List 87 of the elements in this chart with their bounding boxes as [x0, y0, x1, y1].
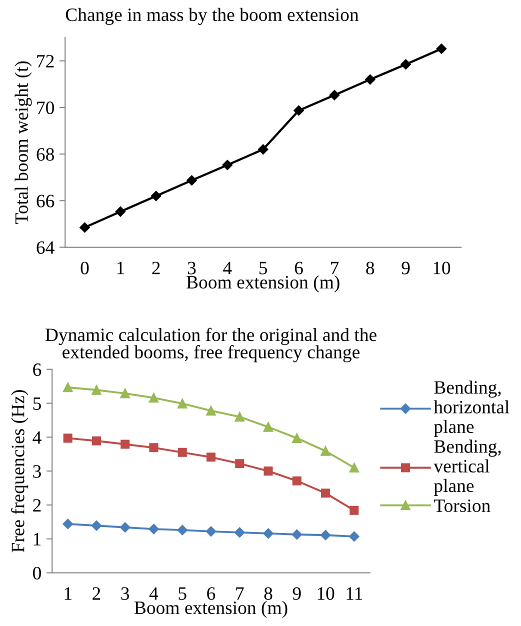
point [400, 59, 411, 70]
y-axis-title: Total boom weight (t) [14, 61, 32, 224]
x-axis-title: Boom extension (m) [186, 275, 340, 292]
point [178, 448, 187, 457]
point [186, 175, 197, 186]
point [148, 524, 159, 534]
point [350, 506, 359, 515]
point [92, 436, 101, 446]
point [80, 222, 90, 233]
point [264, 466, 273, 476]
y-tick-label: 6 [33, 363, 42, 376]
point [365, 74, 376, 85]
point [349, 531, 360, 542]
x-tick-label: 8 [366, 262, 374, 274]
x-tick-label: 2 [152, 262, 160, 274]
point [149, 443, 158, 452]
y-tick-label: 70 [37, 102, 54, 114]
point [120, 388, 130, 398]
point [206, 452, 216, 462]
point [206, 406, 216, 416]
x-tick-label: 6 [207, 587, 216, 600]
chart-title: Change in mass by the boom extension [66, 8, 359, 25]
point [235, 459, 244, 468]
point [148, 392, 159, 403]
x-tick-label: 3 [121, 587, 130, 600]
x-tick-label: 4 [223, 262, 232, 274]
y-axis-title: Free frequencies (Hz) [10, 390, 28, 552]
point [329, 90, 340, 100]
x-tick-label: 7 [236, 587, 244, 600]
x-tick-label: 10 [318, 587, 334, 600]
x-tick-label: 1 [64, 587, 72, 600]
point [294, 105, 304, 116]
point [63, 434, 72, 443]
point [263, 528, 274, 539]
x-tick-label: 5 [260, 262, 268, 274]
point [234, 412, 244, 422]
x-axis-title: Boom extension (m) [134, 600, 288, 618]
point [436, 44, 447, 54]
x-tick-label: 7 [331, 262, 339, 274]
x-tick-label: 9 [292, 587, 301, 600]
y-tick-label: 64 [36, 241, 54, 254]
point [120, 440, 130, 449]
point [150, 190, 162, 202]
x-tick-label: 5 [178, 587, 186, 600]
point [178, 398, 188, 408]
y-tick-label: 2 [33, 499, 41, 512]
point [62, 518, 73, 530]
point [263, 422, 274, 432]
y-tick-label: 68 [36, 148, 54, 161]
y-tick-label: 4 [32, 431, 42, 444]
y-tick-label: 5 [33, 397, 41, 410]
point [292, 476, 302, 486]
x-tick-label: 9 [402, 262, 410, 274]
point [62, 382, 73, 392]
point [222, 160, 233, 170]
y-tick-label: 3 [33, 465, 41, 478]
point [120, 522, 130, 532]
legend-label: Torsion [434, 499, 490, 512]
point [115, 206, 126, 217]
chart-title: Dynamic calculation for the original and the extended booms, free frequency change [45, 328, 376, 362]
x-tick-label: 0 [80, 262, 89, 274]
point [258, 144, 268, 155]
legend-label: Bending, horizontal plane [434, 380, 510, 437]
point [349, 462, 360, 473]
x-tick-label: 4 [149, 587, 158, 600]
point [177, 524, 188, 536]
point [320, 446, 330, 456]
x-tick-label: 3 [188, 262, 196, 274]
point [92, 385, 102, 395]
y-tick-label: 0 [33, 566, 41, 580]
point [206, 526, 216, 537]
x-tick-label: 10 [434, 262, 450, 274]
point [321, 488, 330, 498]
point [234, 527, 245, 538]
x-tick-label: 1 [117, 262, 124, 274]
point [320, 530, 331, 540]
x-tick-label: 8 [264, 587, 272, 600]
x-tick-label: 11 [346, 587, 362, 600]
point [91, 520, 102, 531]
x-tick-label: 2 [92, 587, 100, 600]
legend-label: Bending, vertical plane [434, 440, 501, 496]
point [292, 433, 302, 444]
y-tick-label: 66 [36, 194, 54, 208]
x-tick-label: 6 [294, 262, 303, 274]
point [292, 529, 302, 540]
y-tick-label: 1 [34, 533, 41, 546]
y-tick-label: 72 [37, 54, 54, 68]
